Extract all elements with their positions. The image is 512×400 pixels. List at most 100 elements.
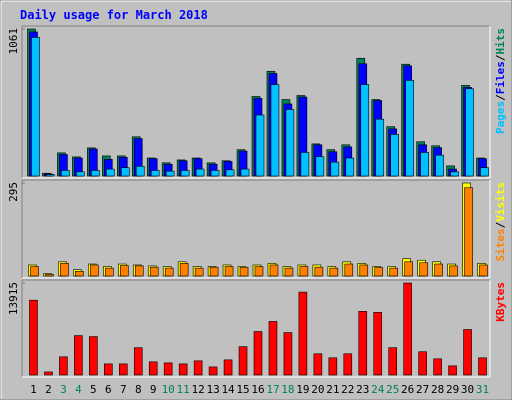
- bar: [223, 359, 233, 376]
- bar: [285, 109, 295, 177]
- bar: [299, 266, 309, 277]
- bar: [405, 80, 414, 177]
- bar: [359, 264, 369, 277]
- bar: [60, 263, 69, 277]
- bar: [31, 37, 40, 177]
- bar: [133, 347, 143, 376]
- x-tick-label: 16: [251, 383, 264, 396]
- x-tick-label: 11: [177, 383, 190, 396]
- bar: [76, 171, 85, 177]
- bar: [268, 321, 278, 376]
- x-tick-label: 28: [431, 383, 444, 396]
- bar: [255, 114, 265, 177]
- x-tick-label: 3: [60, 383, 67, 396]
- bar: [313, 353, 323, 376]
- x-tick-label: 26: [401, 383, 414, 396]
- bar: [463, 329, 472, 376]
- bar: [345, 157, 355, 177]
- bar: [178, 363, 188, 376]
- x-tick-label: 14: [221, 383, 235, 396]
- x-tick-label: 25: [386, 383, 399, 396]
- bar: [448, 365, 457, 376]
- y-tick-label: 295: [7, 182, 20, 202]
- x-tick-label: 5: [90, 383, 97, 396]
- bar: [238, 346, 248, 376]
- bar: [284, 267, 294, 277]
- x-tick-label: 18: [281, 383, 294, 396]
- bar: [118, 363, 128, 376]
- bar: [135, 166, 145, 177]
- bar: [45, 274, 54, 277]
- x-tick-label: 1: [30, 383, 37, 396]
- legend-entry: Hits: [494, 28, 507, 55]
- x-tick-label: 10: [162, 383, 175, 396]
- x-tick-label: 2: [45, 383, 52, 396]
- x-tick-label: 30: [461, 383, 474, 396]
- x-tick-label: 22: [341, 383, 354, 396]
- x-tick-label: 12: [192, 383, 205, 396]
- bar: [195, 168, 205, 177]
- y-tick-label: 13915: [7, 282, 20, 315]
- bar: [164, 267, 174, 277]
- bar: [59, 356, 68, 376]
- chart-title: Daily usage for March 2018: [20, 8, 208, 22]
- bar: [404, 261, 413, 277]
- x-tick-label: 29: [446, 383, 459, 396]
- y-tick-label: 1061: [7, 28, 20, 55]
- bar: [300, 152, 310, 177]
- bar: [449, 265, 458, 277]
- bar: [390, 134, 400, 177]
- bar: [105, 267, 114, 277]
- bar: [106, 168, 115, 177]
- bar: [465, 88, 474, 177]
- bar: [90, 264, 99, 277]
- legend-entry: Files: [494, 61, 507, 94]
- legend-separator: /: [494, 221, 507, 228]
- bar: [419, 262, 428, 277]
- bar: [479, 264, 488, 277]
- bar: [360, 84, 370, 177]
- x-tick-label: 13: [206, 383, 219, 396]
- legend-separator: /: [494, 94, 507, 101]
- bar: [179, 263, 189, 277]
- bar: [148, 361, 158, 376]
- bar: [208, 366, 218, 376]
- bar: [224, 266, 234, 277]
- bar: [239, 267, 249, 277]
- bar: [254, 266, 264, 277]
- bar: [150, 170, 160, 177]
- bar: [163, 362, 173, 376]
- legend-entry: Pages: [494, 101, 507, 134]
- bar: [270, 84, 280, 177]
- x-tick-label: 20: [311, 383, 324, 396]
- bar: [434, 263, 443, 277]
- bar: [330, 161, 340, 177]
- bar: [328, 357, 338, 376]
- bar: [374, 267, 384, 277]
- x-tick-label: 21: [326, 383, 339, 396]
- x-tick-label: 23: [356, 383, 369, 396]
- x-tick-label: 6: [105, 383, 112, 396]
- bar: [75, 270, 84, 277]
- bar: [61, 170, 70, 177]
- bar: [74, 335, 83, 376]
- bar: [375, 118, 385, 177]
- bar: [373, 312, 383, 376]
- bar: [283, 332, 293, 376]
- x-tick-label: 24: [371, 383, 385, 396]
- bar: [343, 353, 353, 376]
- bar: [269, 264, 279, 277]
- x-tick-label: 15: [236, 383, 249, 396]
- legend-entry: KBytes: [494, 282, 507, 322]
- x-tick-label: 31: [476, 383, 489, 396]
- bar: [450, 171, 459, 177]
- bar: [478, 357, 487, 376]
- legend-separator: /: [494, 54, 507, 61]
- bar: [46, 174, 55, 177]
- bar: [433, 358, 442, 376]
- bar: [480, 167, 489, 177]
- bar: [165, 170, 175, 177]
- bar: [225, 169, 235, 177]
- x-tick-label: 19: [296, 383, 309, 396]
